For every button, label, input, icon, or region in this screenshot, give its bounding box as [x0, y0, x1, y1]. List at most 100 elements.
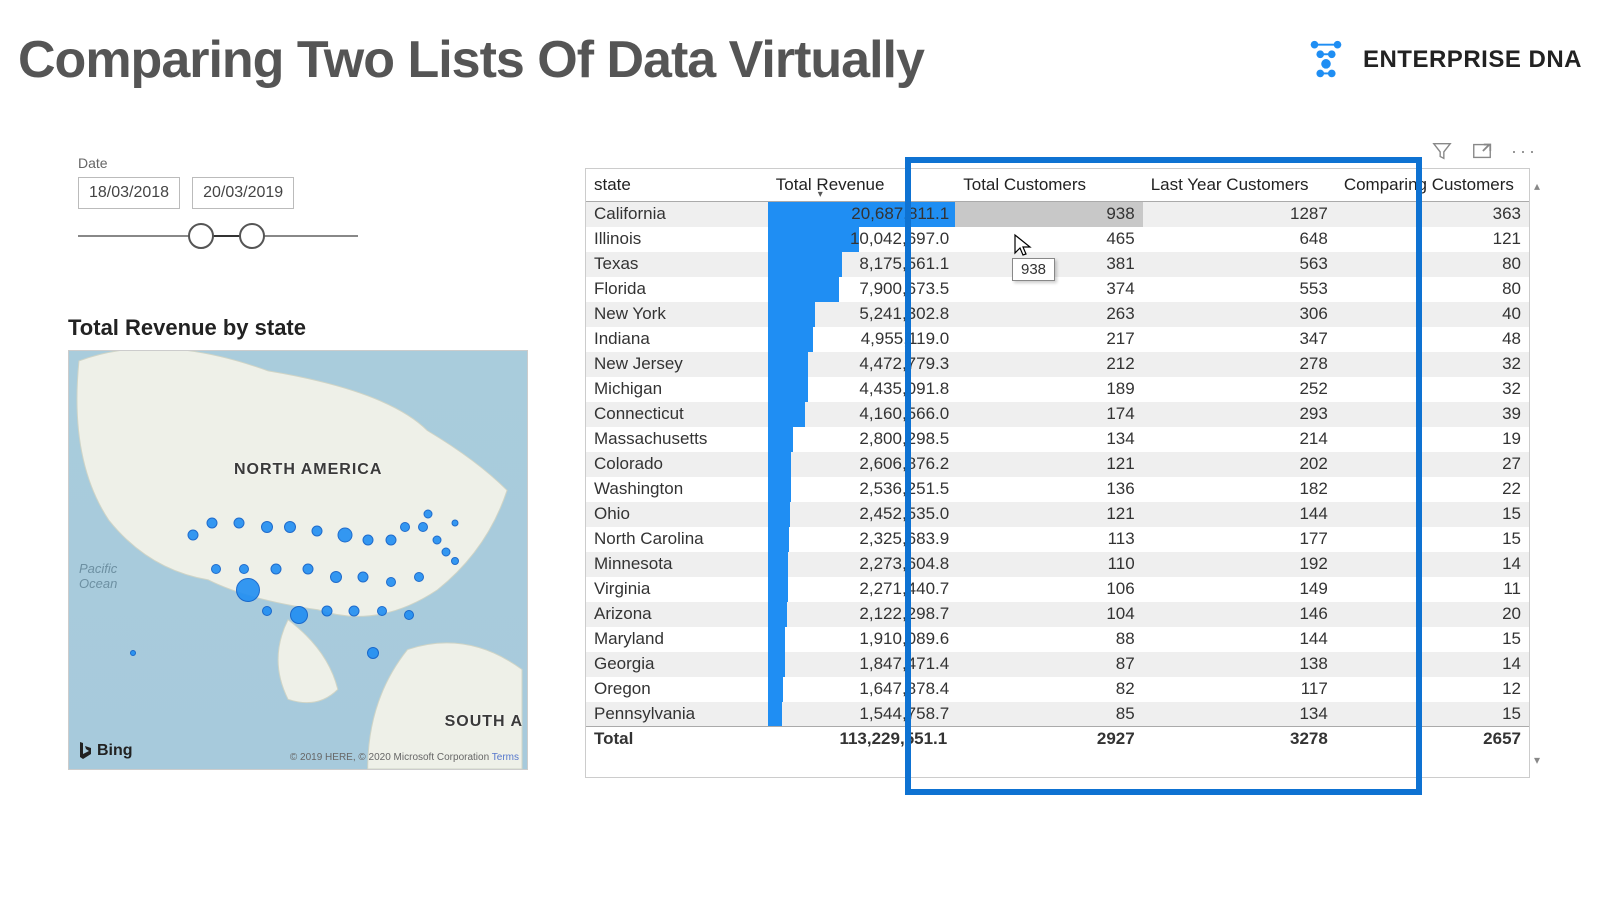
- cell-cmp[interactable]: 19: [1336, 427, 1529, 452]
- table-row[interactable]: Maryland1,910,089.68814415: [586, 627, 1529, 652]
- slider-handle-from[interactable]: [188, 223, 214, 249]
- cell-state[interactable]: Illinois: [586, 227, 768, 252]
- table-row[interactable]: Connecticut4,160,566.017429339: [586, 402, 1529, 427]
- col-header[interactable]: Total Customers: [955, 169, 1142, 202]
- cell-revenue[interactable]: 2,271,440.7: [768, 577, 955, 602]
- cell-state[interactable]: Maryland: [586, 627, 768, 652]
- map-bubble[interactable]: [386, 534, 397, 545]
- map-bubble[interactable]: [363, 534, 374, 545]
- cell-state[interactable]: Oregon: [586, 677, 768, 702]
- cell-revenue[interactable]: 2,273,604.8: [768, 552, 955, 577]
- cell-state[interactable]: New York: [586, 302, 768, 327]
- cell-cmp[interactable]: 14: [1336, 552, 1529, 577]
- cell-tc[interactable]: 217: [955, 327, 1142, 352]
- cell-state[interactable]: California: [586, 202, 768, 227]
- map-bubble[interactable]: [321, 606, 332, 617]
- cell-revenue[interactable]: 1,544,758.7: [768, 702, 955, 727]
- cell-cmp[interactable]: 32: [1336, 377, 1529, 402]
- cell-tc[interactable]: 121: [955, 452, 1142, 477]
- table-row[interactable]: Colorado2,606,876.212120227: [586, 452, 1529, 477]
- map-bubble[interactable]: [404, 610, 414, 620]
- cell-ly[interactable]: 278: [1143, 352, 1336, 377]
- cell-ly[interactable]: 553: [1143, 277, 1336, 302]
- cell-cmp[interactable]: 48: [1336, 327, 1529, 352]
- terms-link[interactable]: Terms: [492, 752, 519, 763]
- cell-tc[interactable]: 87: [955, 652, 1142, 677]
- cell-ly[interactable]: 144: [1143, 502, 1336, 527]
- cell-tc[interactable]: 113: [955, 527, 1142, 552]
- scroll-up-icon[interactable]: ▴: [1534, 179, 1540, 193]
- table-row[interactable]: Pennsylvania1,544,758.78513415: [586, 702, 1529, 727]
- cell-revenue[interactable]: 2,800,298.5: [768, 427, 955, 452]
- map-bubble[interactable]: [206, 517, 217, 528]
- cell-ly[interactable]: 138: [1143, 652, 1336, 677]
- cell-ly[interactable]: 144: [1143, 627, 1336, 652]
- map-bubble[interactable]: [418, 522, 428, 532]
- cell-revenue[interactable]: 10,042,697.0: [768, 227, 955, 252]
- cell-cmp[interactable]: 11: [1336, 577, 1529, 602]
- col-header[interactable]: Comparing Customers: [1336, 169, 1529, 202]
- cell-state[interactable]: Pennsylvania: [586, 702, 768, 727]
- map-bubble[interactable]: [271, 564, 282, 575]
- cell-cmp[interactable]: 39: [1336, 402, 1529, 427]
- col-header[interactable]: state: [586, 169, 768, 202]
- cell-revenue[interactable]: 7,900,673.5: [768, 277, 955, 302]
- cell-ly[interactable]: 202: [1143, 452, 1336, 477]
- cell-state[interactable]: Massachusetts: [586, 427, 768, 452]
- cell-revenue[interactable]: 1,647,878.4: [768, 677, 955, 702]
- map-bubble[interactable]: [236, 578, 260, 602]
- cell-revenue[interactable]: 2,325,683.9: [768, 527, 955, 552]
- cell-ly[interactable]: 182: [1143, 477, 1336, 502]
- cell-tc[interactable]: 106: [955, 577, 1142, 602]
- cell-state[interactable]: Washington: [586, 477, 768, 502]
- map-bubble[interactable]: [239, 564, 249, 574]
- cell-tc[interactable]: 938: [955, 202, 1142, 227]
- map-bubble[interactable]: [414, 572, 424, 582]
- table-row[interactable]: California20,687,811.19381287363: [586, 202, 1529, 227]
- cell-state[interactable]: Virginia: [586, 577, 768, 602]
- table-row[interactable]: New Jersey4,472,779.321227832: [586, 352, 1529, 377]
- map-bubble[interactable]: [377, 606, 387, 616]
- cell-revenue[interactable]: 20,687,811.1: [768, 202, 955, 227]
- cell-state[interactable]: Ohio: [586, 502, 768, 527]
- col-header[interactable]: Last Year Customers: [1143, 169, 1336, 202]
- table-row[interactable]: Georgia1,847,471.48713814: [586, 652, 1529, 677]
- cell-tc[interactable]: 88: [955, 627, 1142, 652]
- cell-tc[interactable]: 104: [955, 602, 1142, 627]
- table-row[interactable]: Virginia2,271,440.710614911: [586, 577, 1529, 602]
- map-bubble[interactable]: [358, 572, 369, 583]
- cell-revenue[interactable]: 1,847,471.4: [768, 652, 955, 677]
- cell-cmp[interactable]: 20: [1336, 602, 1529, 627]
- table-row[interactable]: Florida7,900,673.537455380: [586, 277, 1529, 302]
- map-bubble[interactable]: [234, 517, 245, 528]
- cell-revenue[interactable]: 2,536,251.5: [768, 477, 955, 502]
- table-row[interactable]: Arizona2,122,298.710414620: [586, 602, 1529, 627]
- map-bubble[interactable]: [367, 647, 379, 659]
- cell-cmp[interactable]: 27: [1336, 452, 1529, 477]
- map-bubble[interactable]: [330, 571, 342, 583]
- table-row[interactable]: Indiana4,955,119.021734748: [586, 327, 1529, 352]
- cell-ly[interactable]: 252: [1143, 377, 1336, 402]
- map-bubble[interactable]: [386, 577, 396, 587]
- map-bubble[interactable]: [211, 564, 221, 574]
- cell-cmp[interactable]: 15: [1336, 502, 1529, 527]
- table-row[interactable]: North Carolina2,325,683.911317715: [586, 527, 1529, 552]
- cell-revenue[interactable]: 5,241,302.8: [768, 302, 955, 327]
- cell-ly[interactable]: 149: [1143, 577, 1336, 602]
- map-bubble[interactable]: [290, 606, 308, 624]
- cell-ly[interactable]: 306: [1143, 302, 1336, 327]
- cell-tc[interactable]: 85: [955, 702, 1142, 727]
- map-bubble[interactable]: [452, 519, 459, 526]
- cell-cmp[interactable]: 22: [1336, 477, 1529, 502]
- cell-revenue[interactable]: 2,606,876.2: [768, 452, 955, 477]
- cell-state[interactable]: Connecticut: [586, 402, 768, 427]
- cell-cmp[interactable]: 14: [1336, 652, 1529, 677]
- cell-ly[interactable]: 1287: [1143, 202, 1336, 227]
- table-row[interactable]: Washington2,536,251.513618222: [586, 477, 1529, 502]
- table-row[interactable]: Texas8,175,561.138156380: [586, 252, 1529, 277]
- cell-ly[interactable]: 648: [1143, 227, 1336, 252]
- table-row[interactable]: New York5,241,302.826330640: [586, 302, 1529, 327]
- map-bubble[interactable]: [312, 526, 323, 537]
- cell-state[interactable]: Michigan: [586, 377, 768, 402]
- cell-revenue[interactable]: 4,955,119.0: [768, 327, 955, 352]
